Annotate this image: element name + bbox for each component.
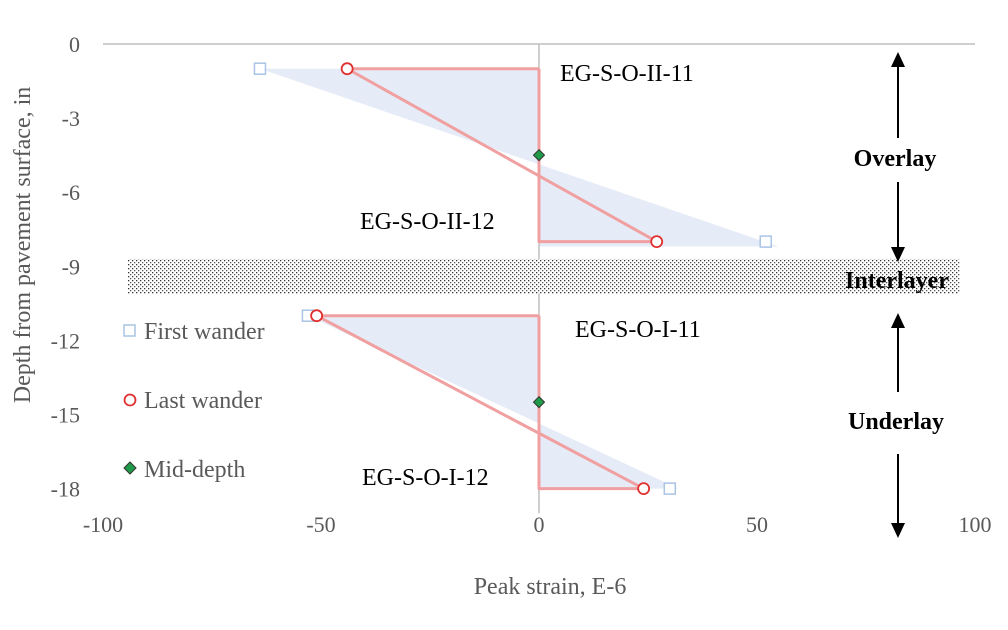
zone-label-interlayer: Interlayer: [845, 268, 949, 294]
y-tick-label: -3: [62, 106, 80, 131]
mid-depth-point: [532, 148, 546, 162]
first-wander-point: [759, 235, 772, 248]
last-wander-point: [637, 482, 651, 496]
legend-label-first-wander: First wander: [144, 319, 265, 345]
y-axis-title: Depth from pavement surface, in: [10, 87, 36, 404]
last-wander-point: [310, 309, 324, 323]
underlay-zone-arrow: [891, 313, 905, 538]
underlay-wander-band: [307, 315, 679, 489]
x-tick-labels: -100 -50 0 50 100: [83, 512, 992, 537]
annotation-overlay-bottom: EG-S-O-II-12: [360, 209, 495, 235]
interlayer-band: [128, 258, 960, 294]
data-markers: [253, 62, 772, 496]
legend: First wander Last wander Mid-depth: [123, 319, 265, 483]
x-tick-label: 100: [959, 512, 992, 537]
y-tick-label: -9: [62, 254, 80, 279]
last-wander-point: [650, 235, 664, 249]
x-tick-label: -100: [83, 512, 123, 537]
y-tick-label: 0: [69, 32, 80, 57]
annotation-underlay-bottom: EG-S-O-I-12: [362, 465, 489, 491]
first-wander-point: [253, 62, 267, 75]
y-tick-labels: 0 -3 -6 -9 -12 -15 -18: [51, 32, 80, 502]
legend-marker-first-wander: [123, 324, 136, 337]
annotation-overlay-top: EG-S-O-II-11: [560, 61, 694, 87]
first-wander-point: [663, 482, 677, 495]
overlay-wander-band: [259, 68, 779, 247]
mid-depth-point: [532, 395, 546, 409]
legend-marker-mid-depth: [123, 461, 137, 475]
x-tick-label: 50: [746, 512, 768, 537]
legend-marker-last-wander: [123, 393, 137, 407]
annotation-underlay-top: EG-S-O-I-11: [575, 317, 701, 343]
legend-label-mid-depth: Mid-depth: [144, 457, 245, 483]
x-axis-title: Peak strain, E-6: [474, 574, 627, 600]
last-wander-point: [340, 62, 354, 76]
legend-label-last-wander: Last wander: [144, 388, 262, 414]
x-tick-label: -50: [306, 512, 335, 537]
zone-label-underlay: Underlay: [848, 409, 944, 435]
y-tick-label: -18: [51, 477, 80, 502]
zone-label-overlay: Overlay: [854, 146, 937, 172]
y-tick-label: -6: [62, 180, 80, 205]
overlay-zone-arrow: [891, 52, 905, 262]
x-tick-label: 0: [534, 512, 545, 537]
y-tick-label: -15: [51, 403, 80, 428]
y-tick-label: -12: [51, 328, 80, 353]
